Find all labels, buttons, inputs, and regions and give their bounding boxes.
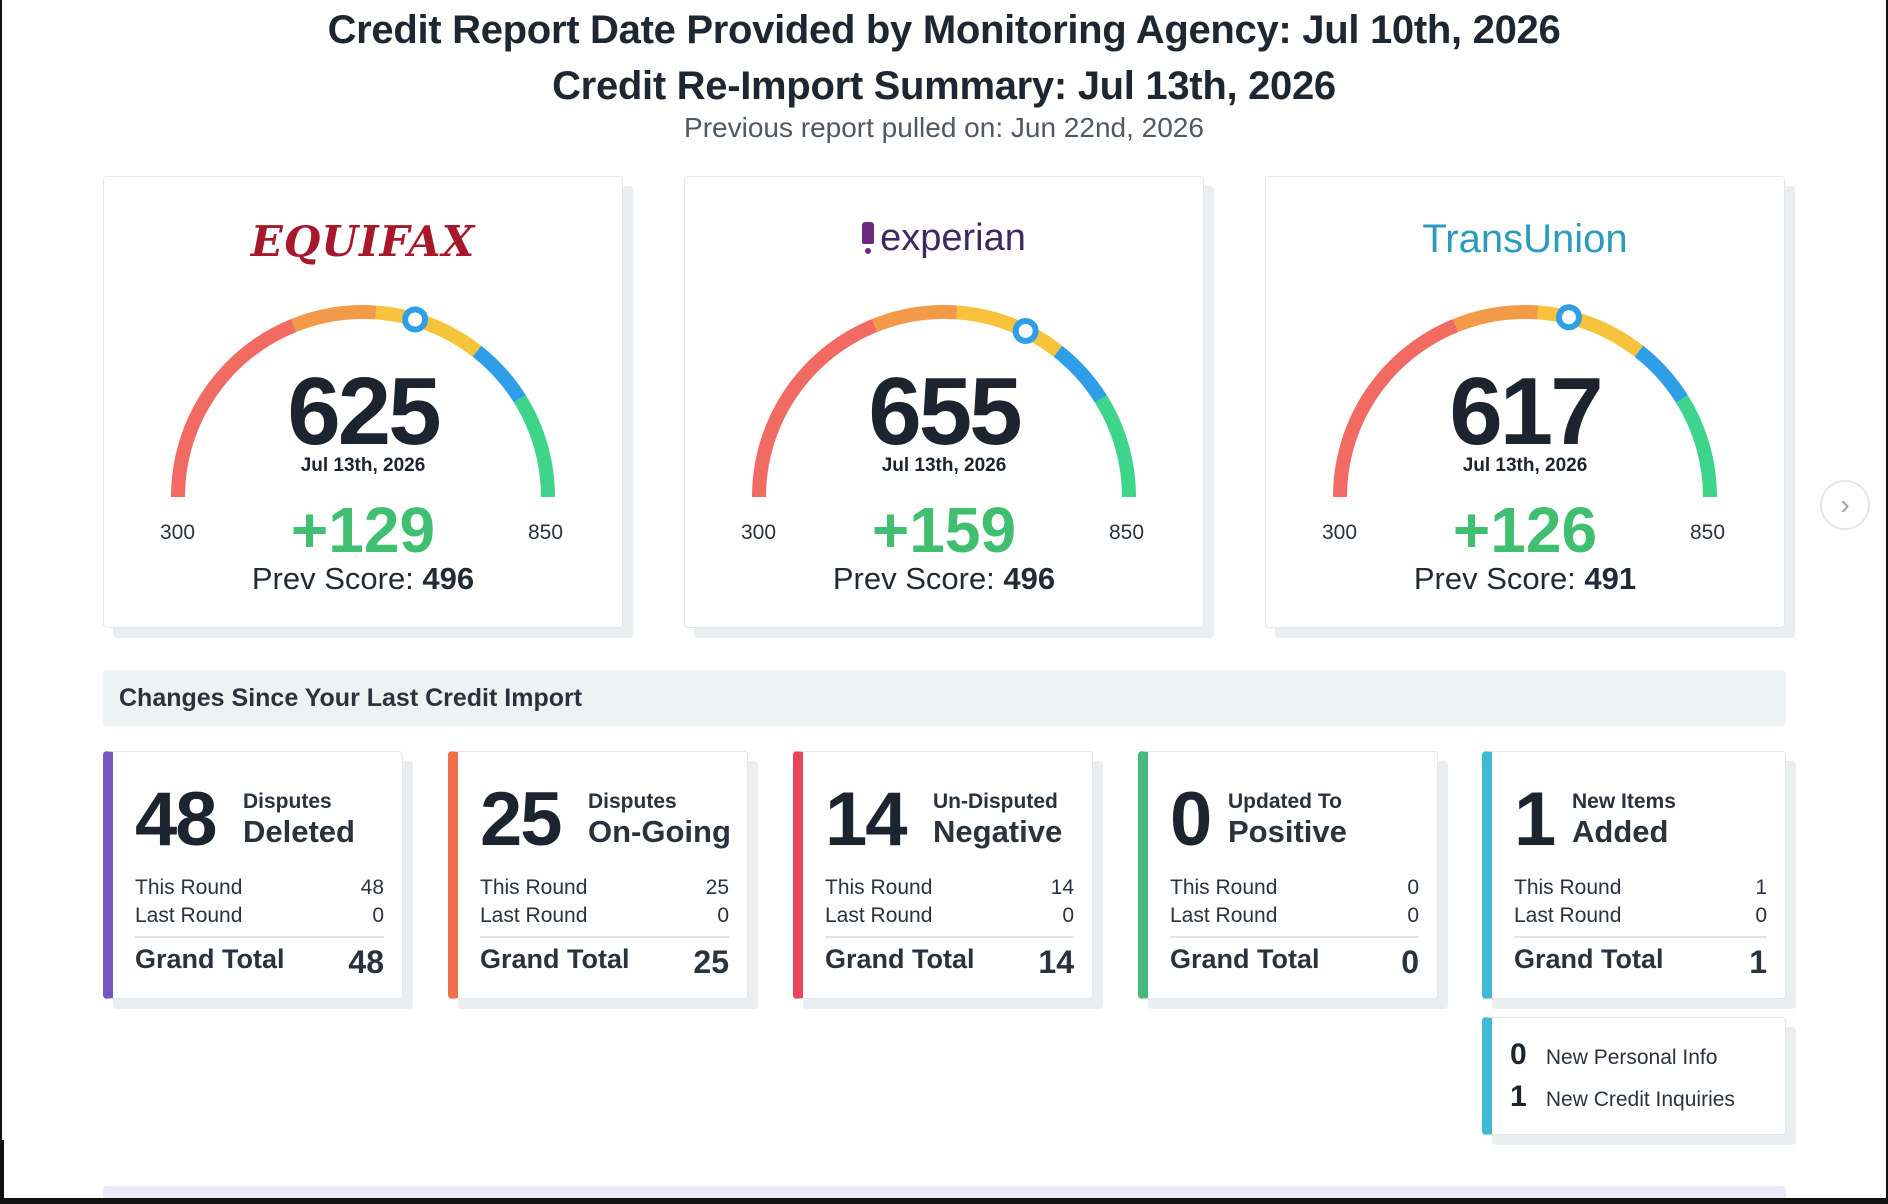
score-gauge: [1333, 304, 1717, 498]
credit-score: 625: [287, 358, 441, 465]
score-date: Jul 13th, 2026: [300, 455, 426, 476]
score-date: Jul 13th, 2026: [881, 455, 1007, 476]
gauge-segment-orange: [291, 305, 377, 333]
experian-logo: experian: [685, 217, 1203, 277]
gauge-segment-green: [1675, 395, 1717, 498]
stat-label-main: Negative: [933, 814, 1063, 849]
stat-label-top: Updated To: [1228, 790, 1342, 813]
score-date: Jul 13th, 2026: [1462, 455, 1588, 476]
experian-score-card: experian 655 Jul 13th, 2026 300 850 +159…: [684, 176, 1204, 628]
this-round-row: This Round 1: [1514, 876, 1767, 899]
transunion-logo: TransUnion: [1422, 217, 1628, 261]
chevron-right-icon: ›: [1840, 489, 1850, 520]
stat-count: 14: [825, 777, 908, 862]
gauge-segment-yellow: [956, 305, 1063, 357]
last-round-row: Last Round 0: [135, 904, 384, 927]
gauge-segment-green: [513, 395, 555, 498]
this-round-row: This Round 14: [825, 876, 1074, 899]
score-gauge: [171, 305, 555, 498]
gauge-segment-red: [171, 318, 297, 498]
updated-positive-card: 0 Updated To Positive This Round 0 Last R…: [1138, 751, 1438, 999]
gauge-max-label: 850: [1109, 521, 1145, 544]
gauge-segment-green: [1094, 395, 1136, 498]
gauge-segment-red: [752, 318, 878, 498]
stat-label-main: Positive: [1228, 814, 1347, 849]
score-gauge: [752, 305, 1136, 498]
next-section-edge: [103, 1186, 1786, 1198]
gauge-segment-blue: [472, 345, 526, 403]
this-round-row: This Round 48: [135, 876, 384, 899]
gauge-segment-orange: [872, 305, 958, 333]
reimport-summary-title: Credit Re-Import Summary: Jul 13th, 2026: [552, 64, 1336, 108]
grand-total-row: Grand Total 48: [135, 944, 384, 980]
stat-count: 1: [1514, 777, 1556, 862]
divider: [135, 936, 384, 938]
gauge-segment-yellow: [375, 305, 482, 357]
grand-total-row: Grand Total 0: [1170, 944, 1419, 980]
score-marker: [1555, 304, 1582, 331]
divider: [825, 936, 1074, 938]
changes-title: Changes Since Your Last Credit Import: [119, 684, 583, 712]
gauge-min-label: 300: [1322, 521, 1358, 544]
score-marker: [1012, 317, 1039, 344]
grand-total-row: Grand Total 1: [1514, 944, 1767, 980]
score-change: +159: [871, 494, 1017, 566]
stat-label-top: Disputes: [243, 790, 332, 813]
previous-score: Prev Score: 496: [832, 561, 1056, 596]
window-edge: [0, 1140, 4, 1204]
stat-label-top: New Items: [1572, 790, 1676, 813]
gauge-min-label: 300: [741, 521, 777, 544]
next-arrow-button[interactable]: ›: [1820, 480, 1870, 530]
gauge-min-label: 300: [160, 521, 196, 544]
previous-score: Prev Score: 491: [1413, 561, 1637, 596]
stat-label-main: On-Going: [588, 814, 731, 849]
gauge-max-label: 850: [528, 521, 564, 544]
gauge-segment-blue: [1053, 345, 1107, 403]
divider: [1170, 936, 1419, 938]
gauge-segment-orange: [1453, 305, 1539, 333]
grand-total-row: Grand Total 14: [825, 944, 1074, 980]
last-round-row: Last Round 0: [1170, 904, 1419, 927]
equifax-logo: EQUIFAX: [250, 217, 476, 266]
disputes-ongoing-card: 25 Disputes On-Going This Round 25 Last R…: [448, 751, 748, 999]
new-items-added-card: 1 New Items Added This Round 1 Last Round…: [1482, 751, 1786, 999]
undisputed-negative-card: 14 Un-Disputed Negative This Round 14 Las…: [793, 751, 1093, 999]
stat-count: 48: [135, 777, 218, 862]
new-items-breakdown-card: 0 New Personal Info 1 New Credit Inquiri…: [1482, 1017, 1786, 1135]
stat-count: 0: [1170, 777, 1212, 862]
grand-total-row: Grand Total 25: [480, 944, 729, 980]
gauge-segment-red: [1333, 318, 1459, 498]
score-change: +126: [1452, 494, 1598, 566]
changes-section-header: Changes Since Your Last Credit Import: [103, 670, 1786, 726]
disputes-deleted-card: 48 Disputes Deleted This Round 48 Last Ro…: [103, 751, 403, 999]
last-round-row: Last Round 0: [480, 904, 729, 927]
new-credit-inquiries-row: 1 New Credit Inquiries: [1510, 1080, 1735, 1113]
gauge-segment-blue: [1634, 345, 1688, 403]
equifax-score-card: EQUIFAX 625 Jul 13th, 2026 300 850 +129 …: [103, 176, 623, 628]
score-change: +129: [290, 494, 436, 566]
previous-score: Prev Score: 496: [251, 561, 475, 596]
last-round-row: Last Round 0: [825, 904, 1074, 927]
stat-label-top: Disputes: [588, 790, 677, 813]
gauge-segment-yellow: [1537, 305, 1644, 357]
credit-score: 617: [1449, 358, 1603, 465]
transunion-score-card: TransUnion 617 Jul 13th, 2026 300 850 +1…: [1265, 176, 1785, 628]
divider: [1514, 936, 1767, 938]
previous-report-subtitle: Previous report pulled on: Jun 22nd, 202…: [684, 112, 1204, 143]
this-round-row: This Round 0: [1170, 876, 1419, 899]
stat-label-main: Added: [1572, 814, 1669, 849]
new-personal-info-row: 0 New Personal Info: [1510, 1038, 1718, 1071]
stat-label-top: Un-Disputed: [933, 790, 1058, 813]
this-round-row: This Round 25: [480, 876, 729, 899]
report-date-title: Credit Report Date Provided by Monitorin…: [327, 8, 1561, 52]
score-marker: [402, 306, 429, 333]
stat-label-main: Deleted: [243, 814, 355, 849]
credit-score: 655: [868, 358, 1022, 465]
gauge-max-label: 850: [1690, 521, 1726, 544]
stat-count: 25: [480, 777, 563, 862]
divider: [480, 936, 729, 938]
last-round-row: Last Round 0: [1514, 904, 1767, 927]
